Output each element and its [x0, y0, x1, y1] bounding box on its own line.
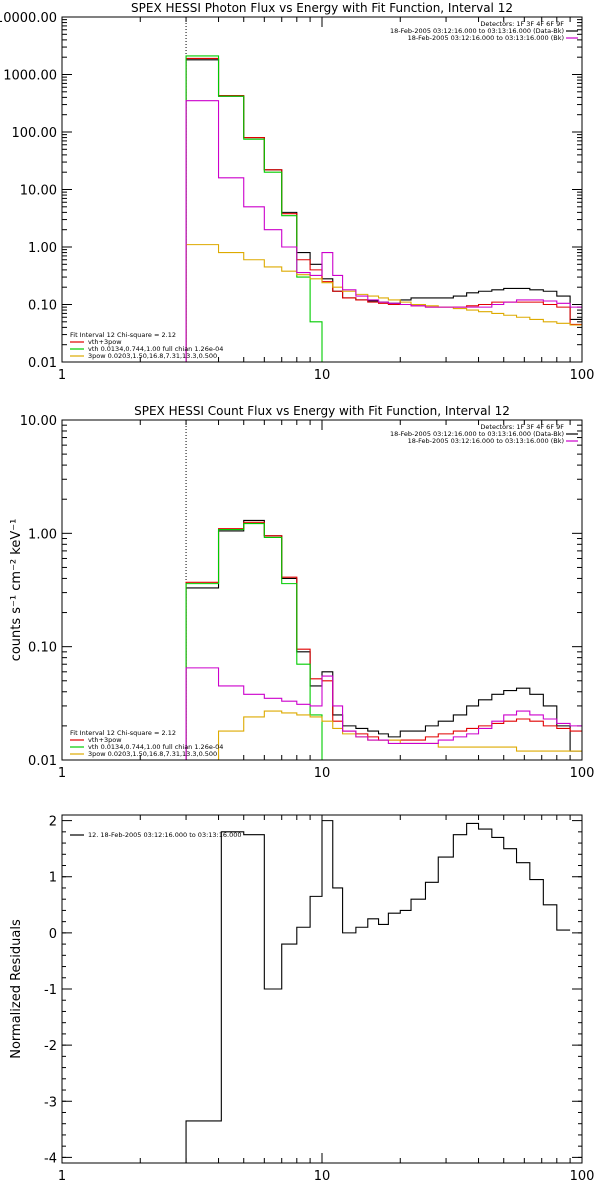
plot-frame: [61, 419, 583, 761]
header-line: Detectors: 1F 3F 4F 6F 9F: [480, 423, 564, 431]
series-group: [185, 55, 582, 362]
y-tick-label: -1: [44, 983, 57, 998]
series-line-4: [185, 244, 582, 362]
legend-entry: vth+3pow: [88, 736, 122, 744]
y-tick-label: -4: [44, 1151, 57, 1166]
series-line-3: [185, 522, 323, 760]
series-line-5: [185, 667, 582, 760]
y-tick-label: 100.00: [12, 126, 58, 141]
series-line-5: [185, 100, 582, 362]
header-line: 18-Feb-2005 03:12:16.000 to 03:13:16.000…: [408, 34, 564, 42]
legend-entry: Fit Interval 12 Chi-square = 2.12: [70, 331, 176, 339]
y-tick-label: 1000.00: [3, 69, 57, 84]
y-tick-label: 0.01: [28, 356, 57, 371]
chart-title: SPEX HESSI Count Flux vs Energy with Fit…: [134, 404, 510, 418]
series-group: [185, 519, 582, 760]
x-tick-label: 1: [58, 1169, 66, 1184]
series-group: [185, 820, 571, 1163]
header-line: Detectors: 1F 3F 4F 6F 9F: [480, 20, 564, 28]
legend-entry: 12. 18-Feb-2005 03:12:16.000 to 03:13:16…: [88, 831, 241, 839]
x-tick-label: 100: [570, 368, 595, 383]
x-tick-label: 100: [570, 1169, 595, 1184]
header-line: 18-Feb-2005 03:12:16.000 to 03:13:16.000…: [408, 437, 564, 445]
series-line-2: [185, 521, 582, 760]
legend-entry: vth 0.0134,0.744,1.00 full chian 1.26e-0…: [88, 743, 223, 751]
series-line-1: [185, 519, 582, 760]
y-tick-label: 0: [49, 927, 57, 942]
series-line-3: [185, 55, 334, 362]
series-line-1: [185, 820, 571, 1163]
legend-entry: Fit Interval 12 Chi-square = 2.12: [70, 729, 176, 737]
y-tick-label: 1.00: [28, 527, 57, 542]
header-line: 18-Feb-2005 03:12:16.000 to 03:13:16.000…: [390, 430, 564, 438]
legend-entry: 3pow 0.0203,1.50,16.8,7.31,13.3,0.500: [88, 352, 217, 360]
y-tick-label: 0.01: [28, 754, 57, 769]
x-tick-label: 100: [570, 766, 595, 781]
legend-entry: 3pow 0.0203,1.50,16.8,7.31,13.3,0.500: [88, 750, 217, 758]
x-tick-label: 1: [58, 368, 66, 383]
y-axis-label: counts s⁻¹ cm⁻² keV⁻¹: [9, 519, 24, 662]
y-tick-label: 1.00: [28, 241, 57, 256]
chart-panel-3: Normalized Residuals 1 10 100 -4 -3 -2 -1 0 1 2 12.…: [9, 814, 595, 1184]
chart-panel-2: SPEX HESSI Count Flux vs Energy with Fit…: [9, 404, 595, 781]
y-axis-label: Normalized Residuals: [9, 919, 24, 1059]
y-tick-label: 10.00: [20, 184, 57, 199]
series-line-2: [185, 57, 582, 362]
y-tick-label: 2: [49, 815, 57, 830]
x-tick-label: 10: [314, 766, 331, 781]
y-tick-label: 10.00: [20, 414, 57, 429]
y-tick-label: 1: [49, 871, 57, 886]
y-tick-label: 10000.00: [0, 11, 57, 26]
y-tick-label: 0.10: [28, 299, 57, 314]
x-tick-label: 10: [314, 368, 331, 383]
series-line-4: [185, 710, 582, 760]
header-line: 18-Feb-2005 03:12:16.000 to 03:13:16.000…: [390, 27, 564, 35]
x-tick-label: 1: [58, 766, 66, 781]
chart-panel-1: SPEX HESSI Photon Flux vs Energy with Fi…: [0, 1, 595, 383]
legend-entry: vth+3pow: [88, 338, 122, 346]
plot-frame: [61, 814, 583, 1164]
legend-entry: vth 0.0134,0.744,1.00 full chian 1.26e-0…: [88, 345, 223, 353]
y-tick-label: -3: [44, 1095, 57, 1110]
y-tick-label: 0.10: [28, 641, 57, 656]
series-line-1: [185, 59, 582, 362]
x-tick-label: 10: [314, 1169, 331, 1184]
chart-title: SPEX HESSI Photon Flux vs Energy with Fi…: [131, 1, 513, 15]
y-tick-label: -2: [44, 1039, 57, 1054]
plot-frame: [61, 16, 583, 363]
